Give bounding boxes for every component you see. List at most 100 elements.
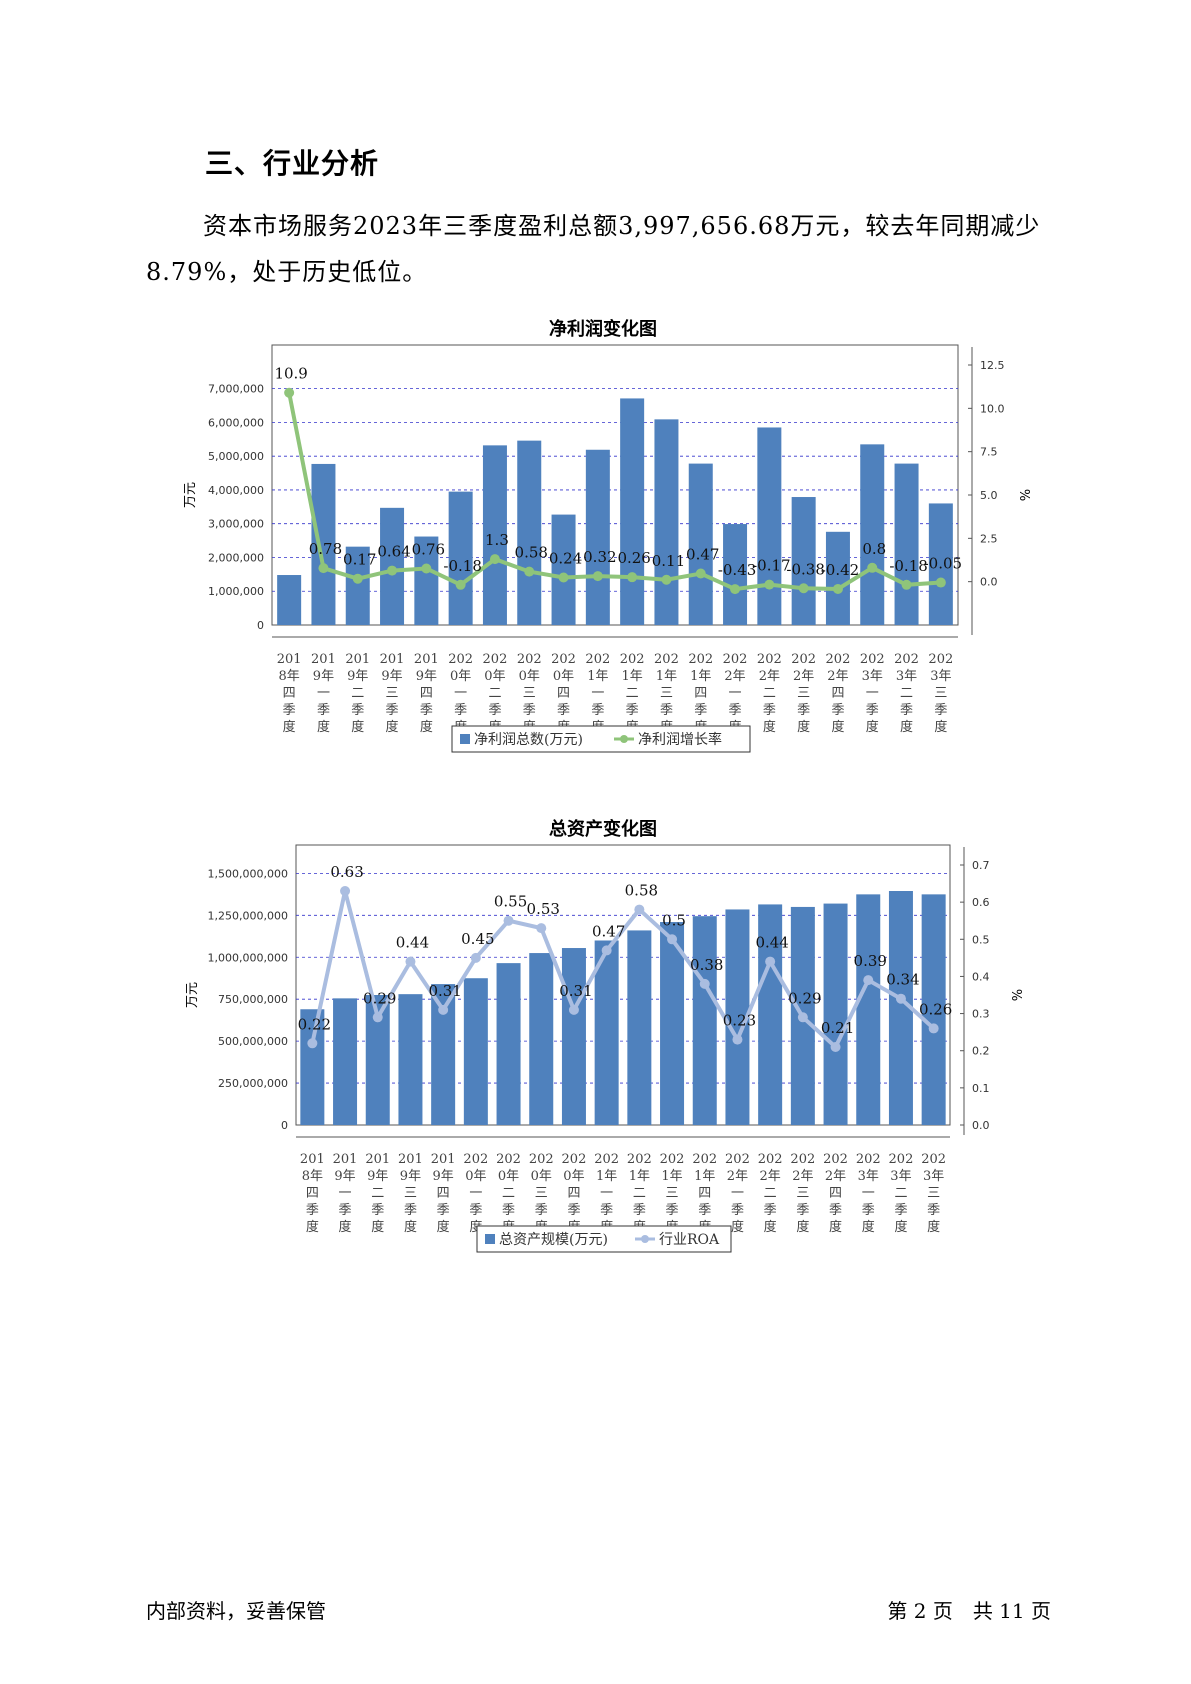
data-label: 0.55 (494, 893, 527, 911)
line-point (592, 571, 603, 582)
x-tick-label: 201 (398, 1152, 423, 1167)
x-tick-label: 一 (591, 686, 604, 701)
line-point (489, 554, 500, 565)
x-tick-label: 9年 (347, 669, 368, 684)
y-axis-label: 万元 (185, 982, 200, 1008)
bar (551, 514, 576, 625)
chart-title: 净利润变化图 (549, 318, 657, 340)
data-label: 0.47 (592, 922, 625, 940)
x-tick-label: 季 (927, 1203, 940, 1218)
x-tick-label: 季 (351, 703, 364, 718)
x-tick-label: 二 (633, 1186, 646, 1201)
y-tick-label: 1,500,000,000 (208, 867, 288, 880)
net-profit-chart: 净利润变化图 0 1,000,000 2,000,000 3,000,000 4,000,… (0, 315, 1191, 775)
x-tick-label: 季 (829, 1203, 842, 1218)
line-point (797, 1012, 808, 1023)
data-label: -0.43 (718, 561, 756, 579)
x-tick-label: 季 (797, 703, 810, 718)
data-label: 0.22 (298, 1015, 331, 1033)
x-tick-label: 一 (600, 1186, 613, 1201)
x-tick-label: 度 (351, 719, 364, 735)
y-tick-label: 1,000,000,000 (208, 951, 288, 964)
y-tick-label: 0 (281, 1119, 288, 1132)
x-tick-label: 季 (862, 1203, 875, 1218)
x-tick-label: 度 (317, 719, 330, 735)
bar (860, 444, 885, 625)
x-tick-label: 季 (283, 703, 296, 718)
y2-tick-label: 5.0 (980, 489, 998, 502)
data-label: 0.31 (428, 982, 461, 1000)
x-tick-label: 9年 (416, 669, 437, 684)
x-tick-label: 度 (371, 1219, 384, 1235)
x-tick-label: 1年 (622, 669, 643, 684)
y-tick-label: 1,250,000,000 (208, 909, 288, 922)
x-tick-label: 0年 (553, 669, 574, 684)
x-tick-label: 季 (386, 703, 399, 718)
x-tick-label: 季 (502, 1203, 515, 1218)
legend-line-label: 行业ROA (659, 1232, 720, 1248)
x-tick-label: 8年 (279, 669, 300, 684)
y2-tick-label: 10.0 (980, 402, 1005, 415)
plot-frame (295, 844, 951, 1126)
legend-line-label: 净利润增长率 (638, 731, 722, 748)
y2-tick-label: 0.3 (972, 1008, 990, 1021)
x-tick-label: 202 (483, 652, 508, 667)
x-tick-label: 202 (692, 1152, 717, 1167)
y2-tick-label: 0.6 (972, 896, 990, 909)
x-tick-label: 1年 (694, 1169, 715, 1184)
x-tick-label: 三 (386, 686, 399, 701)
x-tick-label: 202 (627, 1152, 652, 1167)
x-tick-label: 季 (404, 1203, 417, 1218)
bar (921, 894, 946, 1125)
bar (757, 427, 782, 625)
x-tick-label: 度 (927, 1219, 940, 1235)
x-tick-label: 202 (496, 1152, 521, 1167)
bar (928, 503, 953, 625)
x-tick-label: 度 (386, 719, 399, 735)
data-label: 1.3 (485, 531, 509, 549)
x-tick-label: 202 (758, 1152, 783, 1167)
x-tick-label: 1年 (690, 669, 711, 684)
x-tick-label: 三 (797, 686, 810, 701)
bar (791, 497, 816, 625)
x-tick-label: 季 (420, 703, 433, 718)
x-tick-label: 2年 (827, 669, 848, 684)
plot-frame (271, 344, 959, 626)
line-point (372, 1012, 383, 1023)
x-tick-label: 季 (900, 703, 913, 718)
data-label: -0.18 (889, 557, 927, 575)
x-tick-label: 三 (523, 686, 536, 701)
line-point (352, 573, 363, 584)
y-tick-label: 5,000,000 (208, 450, 264, 463)
line-point (387, 565, 398, 576)
x-tick-label: 三 (666, 1186, 679, 1201)
data-label: 0.23 (723, 1012, 756, 1030)
y-axis-label: 万元 (183, 482, 198, 508)
x-tick-label: 9年 (313, 669, 334, 684)
line-point (895, 993, 906, 1004)
line-point (524, 566, 535, 577)
x-tick-label: 度 (763, 719, 776, 735)
x-tick-label: 0年 (563, 1169, 584, 1184)
x-tick-label: 3年 (862, 669, 883, 684)
y-tick-label: 1,000,000 (208, 585, 264, 598)
data-label: 0.63 (330, 863, 363, 881)
x-tick-label: 1年 (629, 1169, 650, 1184)
x-tick-label: 季 (729, 703, 742, 718)
x-tick-label: 202 (725, 1152, 750, 1167)
data-label: -0.42 (821, 561, 859, 579)
bar (627, 930, 652, 1125)
x-tick-label: 202 (660, 1152, 685, 1167)
line-point (832, 583, 843, 594)
line-point (601, 945, 612, 956)
x-tick-label: 3年 (896, 669, 917, 684)
series-line (310, 890, 935, 1051)
x-tick-label: 2年 (760, 1169, 781, 1184)
line-point (503, 915, 514, 926)
x-tick-label: 季 (831, 703, 844, 718)
x-tick-label: 一 (317, 686, 330, 701)
x-tick-label: 季 (306, 1203, 319, 1218)
data-label: 0.26 (617, 549, 650, 567)
x-tick-label: 0年 (531, 1169, 552, 1184)
x-tick-label: 9年 (367, 1169, 388, 1184)
